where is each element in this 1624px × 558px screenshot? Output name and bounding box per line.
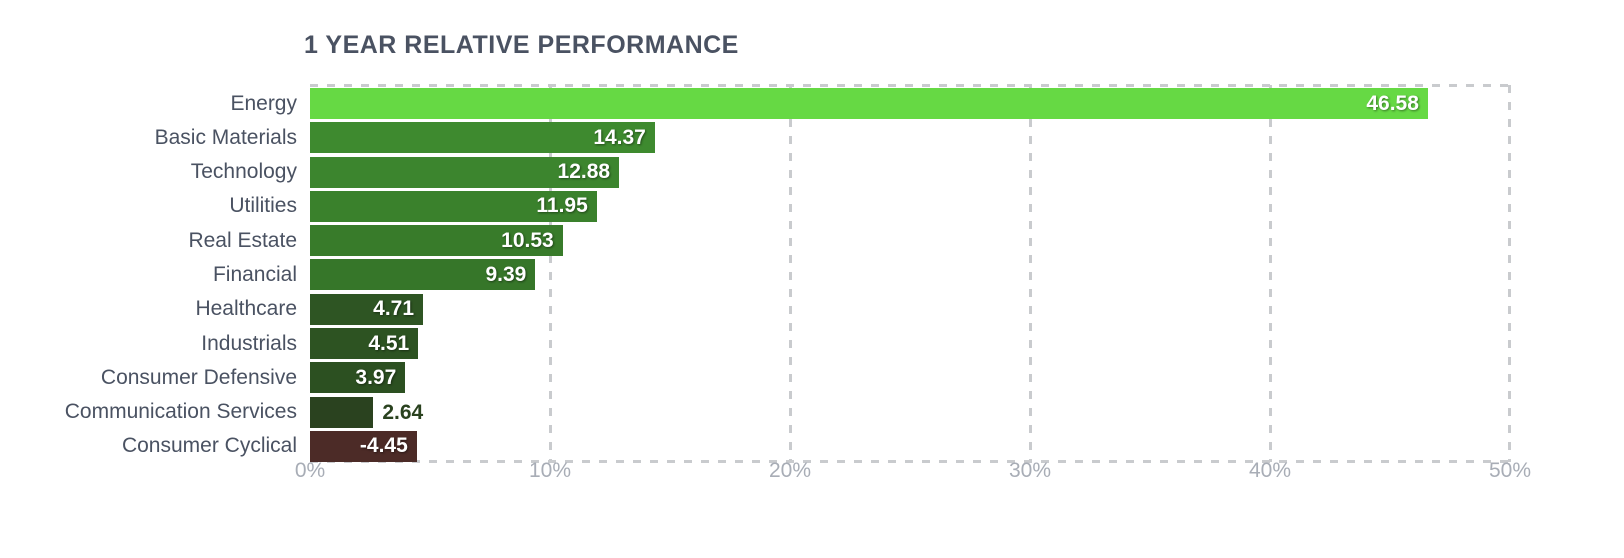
- bar: 4.51: [310, 328, 419, 360]
- bar-track: 46.58: [310, 88, 1510, 119]
- bar-track: 12.88: [310, 156, 1510, 188]
- category-label: Utilities: [229, 194, 297, 218]
- bar-track: 2.64: [310, 396, 1510, 428]
- bar: 12.88: [310, 156, 620, 188]
- chart-row: Financial 9.39: [0, 259, 1510, 291]
- gridline: [1269, 85, 1272, 462]
- bar: 46.58: [310, 88, 1428, 119]
- category-label: Communication Services: [64, 400, 297, 424]
- chart-row: Healthcare 4.71: [0, 293, 1510, 325]
- bar: [310, 396, 374, 428]
- x-axis: 0% 10% 20% 30% 40% 50%: [295, 459, 1531, 489]
- value-label: 4.51: [368, 331, 410, 355]
- value-label: 11.95: [536, 194, 588, 218]
- value-label: 12.88: [557, 160, 611, 184]
- plot-area: [310, 84, 1511, 463]
- gridline: [1029, 85, 1032, 462]
- chart-row: Industrials 4.51: [0, 328, 1510, 360]
- bar: 14.37: [310, 122, 655, 154]
- bar: 9.39: [310, 259, 536, 291]
- bar-track: 4.71: [310, 293, 1510, 325]
- x-tick-label: 20%: [768, 459, 812, 482]
- x-tick-label: 30%: [1008, 459, 1052, 482]
- value-label: -4.45: [359, 434, 408, 458]
- chart-row: Technology 12.88: [0, 156, 1510, 188]
- chart-row: Utilities 11.95: [0, 190, 1510, 222]
- bar-track: -4.45: [310, 430, 1510, 462]
- value-label: 3.97: [355, 365, 397, 389]
- category-label: Consumer Defensive: [100, 365, 297, 389]
- category-label: Real Estate: [188, 228, 297, 252]
- category-label: Technology: [190, 160, 297, 184]
- bar-track: 10.53: [310, 225, 1510, 257]
- chart-row: Consumer Cyclical -4.45: [0, 430, 1510, 462]
- bar: 11.95: [310, 190, 597, 222]
- category-label: Consumer Cyclical: [121, 434, 297, 458]
- value-label: 9.39: [485, 262, 527, 286]
- x-tick-label: 40%: [1248, 459, 1292, 482]
- bar: -4.45: [310, 430, 417, 462]
- value-label: 2.64: [382, 400, 424, 424]
- chart-row: Energy 46.58: [0, 88, 1510, 119]
- chart-row: Communication Services 2.64: [0, 396, 1510, 428]
- bar-track: 9.39: [310, 259, 1510, 291]
- category-label: Basic Materials: [154, 125, 297, 149]
- bar: 3.97: [310, 362, 406, 394]
- value-label: 46.58: [1366, 91, 1419, 115]
- chart-title: 1 YEAR RELATIVE PERFORMANCE: [304, 31, 739, 59]
- category-label: Healthcare: [195, 297, 297, 321]
- bar: 10.53: [310, 225, 563, 257]
- chart-row: Basic Materials 14.37: [0, 122, 1510, 154]
- bar-track: 4.51: [310, 328, 1510, 360]
- gridline: [549, 85, 552, 462]
- plot-border-top: [310, 84, 1510, 87]
- x-tick-label: 50%: [1488, 459, 1532, 482]
- plot-border-right: [1508, 85, 1511, 462]
- category-label: Financial: [212, 262, 297, 286]
- value-label: 10.53: [501, 228, 554, 252]
- bar: 4.71: [310, 293, 424, 325]
- bar-track: 11.95: [310, 190, 1510, 222]
- chart-row: Real Estate 10.53: [0, 225, 1510, 257]
- gridline: [789, 85, 792, 462]
- category-label: Energy: [230, 91, 297, 115]
- plot-border-bottom: [310, 460, 1510, 463]
- x-tick-label: 0%: [294, 459, 326, 482]
- value-label: 4.71: [373, 297, 415, 321]
- chart-row: Consumer Defensive 3.97: [0, 362, 1510, 394]
- category-label: Industrials: [201, 331, 297, 355]
- x-tick-label: 10%: [528, 459, 572, 482]
- bar-track: 14.37: [310, 122, 1510, 154]
- bar-track: 3.97: [310, 362, 1510, 394]
- bar-rows: Energy 46.58 Basic Materials 14.37 Technolog…: [0, 85, 1510, 462]
- value-label: 14.37: [593, 125, 646, 149]
